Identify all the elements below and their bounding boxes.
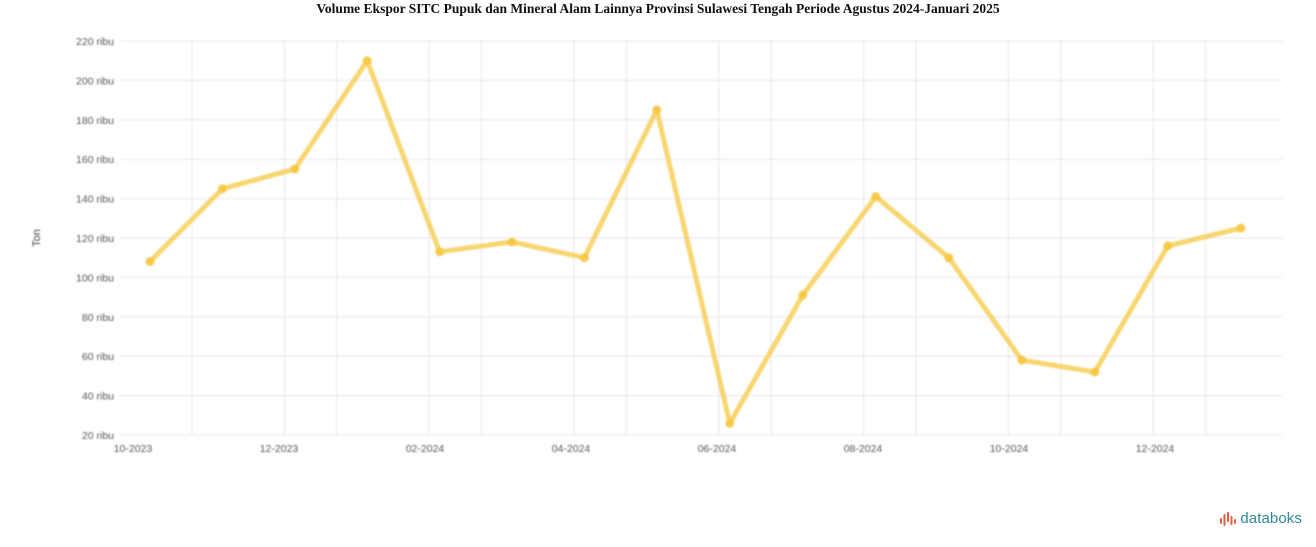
y-tick-label: 220 ribu <box>76 36 114 48</box>
y-tick-label: 180 ribu <box>76 115 114 127</box>
data-point[interactable] <box>145 257 155 267</box>
x-tick-label: 02-2024 <box>406 443 445 455</box>
y-tick-label: 160 ribu <box>76 154 114 166</box>
databoks-logo[interactable]: databoks <box>1219 510 1302 527</box>
x-tick-label: 12-2024 <box>1136 443 1175 455</box>
y-tick-label: 40 ribu <box>82 391 114 403</box>
y-tick-label: 100 ribu <box>76 272 114 284</box>
data-point[interactable] <box>435 247 445 257</box>
axes: 20 ribu 40 ribu 60 ribu 80 ribu 100 ribu 120 … <box>31 36 1174 455</box>
data-point[interactable] <box>871 192 881 202</box>
data-point[interactable] <box>290 164 300 174</box>
y-tick-label: 60 ribu <box>82 351 114 363</box>
data-point[interactable] <box>362 56 372 66</box>
x-tick-label: 10-2024 <box>990 443 1029 455</box>
databoks-bars-icon <box>1220 511 1237 526</box>
data-point[interactable] <box>798 290 808 300</box>
data-point[interactable] <box>1017 355 1027 365</box>
data-point[interactable] <box>1236 223 1246 233</box>
x-tick-label: 08-2024 <box>844 443 883 455</box>
data-point[interactable] <box>1163 241 1173 251</box>
x-tick-label: 10-2023 <box>114 443 153 455</box>
data-point[interactable] <box>217 184 227 194</box>
x-tick-label: 06-2024 <box>698 443 737 455</box>
data-point[interactable] <box>944 253 954 263</box>
grid <box>120 40 1282 436</box>
series-layer <box>145 56 1246 428</box>
x-tick-label: 04-2024 <box>552 443 591 455</box>
y-tick-label: 80 ribu <box>82 312 114 324</box>
y-tick-label: 20 ribu <box>82 430 114 442</box>
y-axis-label: Ton <box>31 229 43 247</box>
data-point[interactable] <box>652 105 662 115</box>
data-point[interactable] <box>1090 367 1100 377</box>
x-tick-label: 12-2023 <box>260 443 299 455</box>
y-tick-label: 200 ribu <box>76 75 114 87</box>
data-point[interactable] <box>579 253 589 263</box>
data-point[interactable] <box>725 418 735 428</box>
series-line <box>147 58 1244 426</box>
chart-title: Volume Ekspor SITC Pupuk dan Mineral Ala… <box>316 1 1000 16</box>
y-tick-label: 140 ribu <box>76 194 114 206</box>
data-point[interactable] <box>507 237 517 247</box>
y-tick-label: 120 ribu <box>76 233 114 245</box>
databoks-wordmark: databoks <box>1240 510 1302 527</box>
